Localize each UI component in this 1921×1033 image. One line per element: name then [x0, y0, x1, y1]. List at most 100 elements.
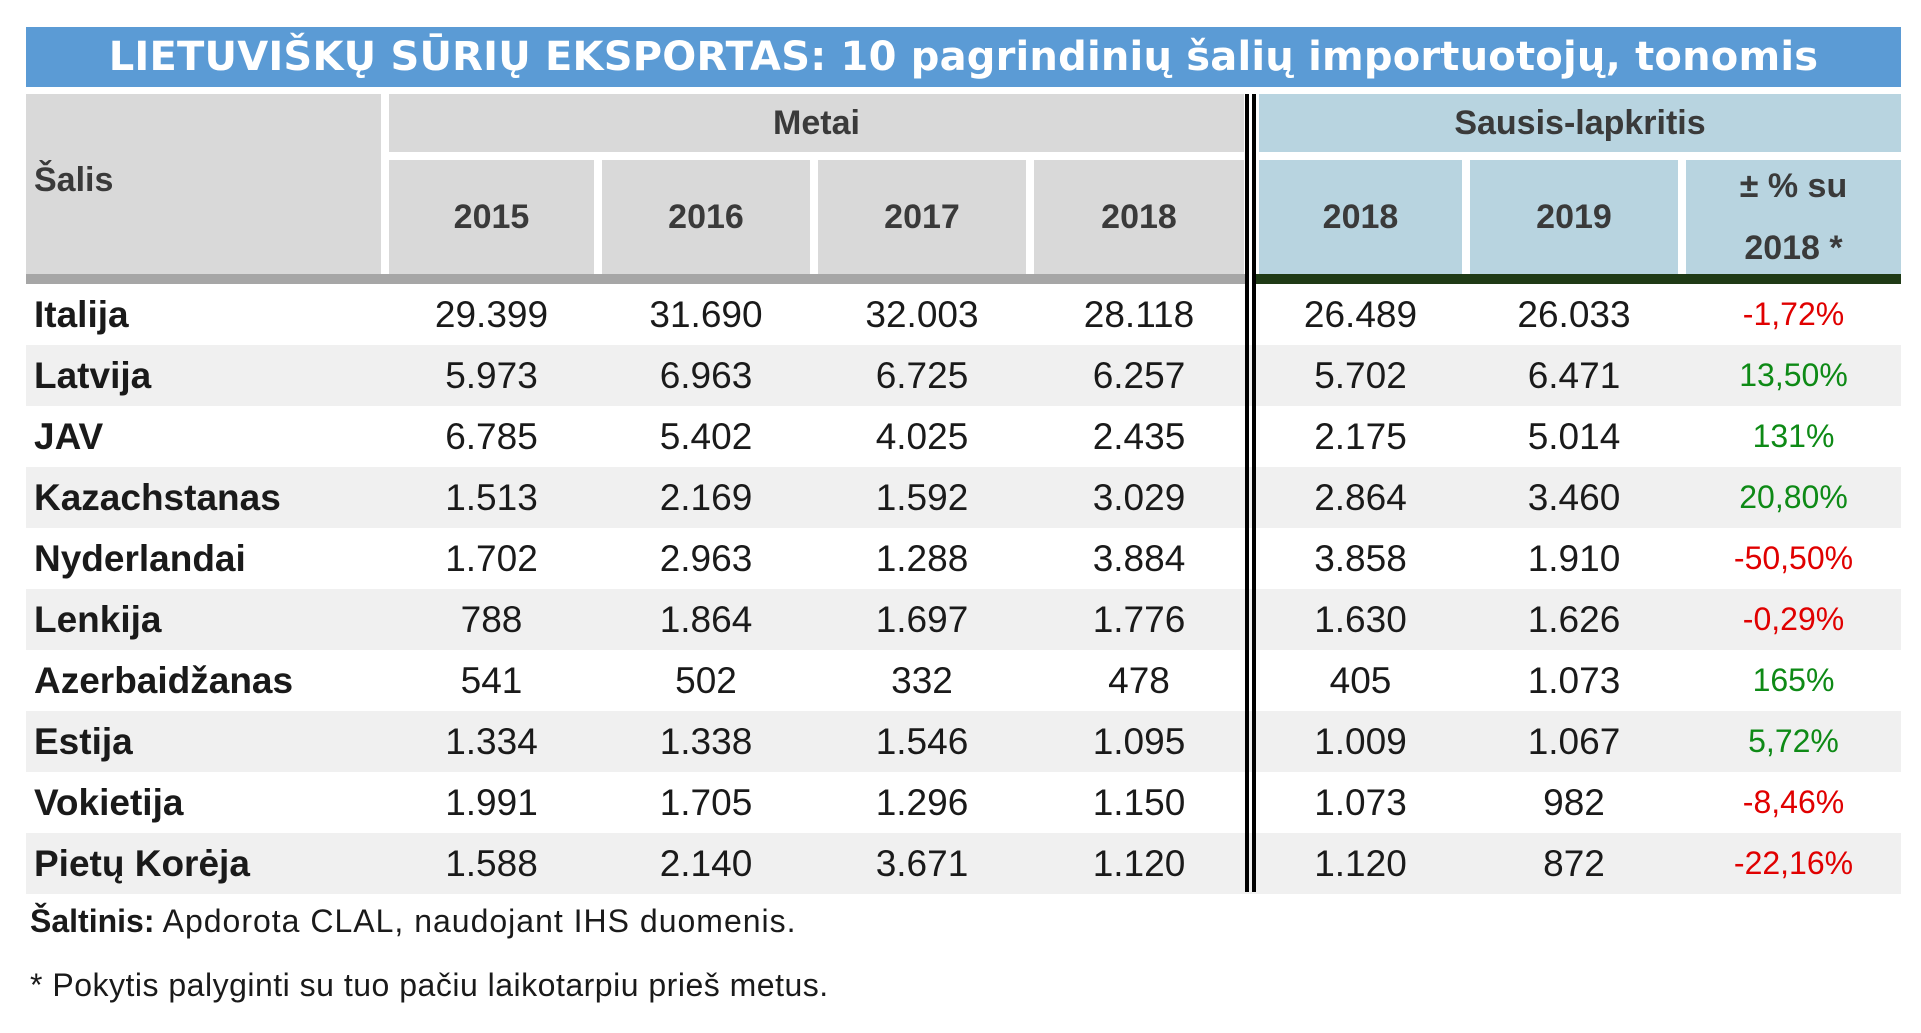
header-year-2017: 2017	[818, 160, 1026, 274]
cell-2016: 2.169	[602, 467, 810, 528]
cell-period-2019: 1.626	[1470, 589, 1678, 650]
cell-period-2019: 5.014	[1470, 406, 1678, 467]
cell-period-2019: 1.910	[1470, 528, 1678, 589]
table-row: Vokietija 1.991 1.705 1.296 1.150 1.073 982 -8,…	[26, 772, 1901, 833]
cell-2017: 332	[818, 650, 1026, 711]
cell-country: Azerbaidžanas	[34, 650, 293, 711]
divider-line-right	[1252, 94, 1256, 892]
cell-change: 5,72%	[1686, 711, 1901, 772]
header-change-line2: 2018 *	[1744, 217, 1842, 279]
cell-2018: 1.095	[1034, 711, 1244, 772]
cell-period-2018: 5.702	[1259, 345, 1462, 406]
cell-change: -50,50%	[1686, 528, 1901, 589]
table-row: Estija 1.334 1.338 1.546 1.095 1.009 1.067 5,72…	[26, 711, 1901, 772]
cell-country: Latvija	[34, 345, 151, 406]
header-country: Šalis	[26, 94, 381, 274]
table-row: Latvija 5.973 6.963 6.725 6.257 5.702 6.471 13,…	[26, 345, 1901, 406]
cell-2017: 1.592	[818, 467, 1026, 528]
cell-change: -22,16%	[1686, 833, 1901, 894]
cell-period-2019: 6.471	[1470, 345, 1678, 406]
footnote: * Pokytis palyginti su tuo pačiu laikota…	[30, 967, 829, 1004]
header-group-period: Sausis-lapkritis	[1259, 94, 1901, 152]
cell-2015: 6.785	[389, 406, 594, 467]
header-group-years: Metai	[389, 94, 1244, 152]
cell-2018: 6.257	[1034, 345, 1244, 406]
table-row: JAV 6.785 5.402 4.025 2.435 2.175 5.014 131%	[26, 406, 1901, 467]
cell-change: -1,72%	[1686, 284, 1901, 345]
cell-2015: 1.334	[389, 711, 594, 772]
cell-country: JAV	[34, 406, 103, 467]
cell-period-2018: 1.073	[1259, 772, 1462, 833]
header-year-2016: 2016	[602, 160, 810, 274]
cell-2016: 31.690	[602, 284, 810, 345]
cell-2015: 541	[389, 650, 594, 711]
header-period-2018: 2018	[1259, 160, 1462, 274]
cell-2018: 1.776	[1034, 589, 1244, 650]
cell-change: 165%	[1686, 650, 1901, 711]
table-row: Nyderlandai 1.702 2.963 1.288 3.884 3.858 1.91…	[26, 528, 1901, 589]
cell-period-2019: 3.460	[1470, 467, 1678, 528]
header-year-2018: 2018	[1034, 160, 1244, 274]
source-text: Apdorota CLAL, naudojant IHS duomenis.	[154, 903, 796, 939]
cell-2016: 1.705	[602, 772, 810, 833]
cell-period-2018: 3.858	[1259, 528, 1462, 589]
cell-2015: 1.588	[389, 833, 594, 894]
cell-2017: 1.546	[818, 711, 1026, 772]
cell-period-2018: 405	[1259, 650, 1462, 711]
cell-2017: 3.671	[818, 833, 1026, 894]
source-note: Šaltinis: Apdorota CLAL, naudojant IHS d…	[30, 903, 797, 940]
header-change: ± % su 2018 *	[1686, 160, 1901, 274]
cell-2017: 4.025	[818, 406, 1026, 467]
cell-country: Nyderlandai	[34, 528, 246, 589]
cell-2016: 502	[602, 650, 810, 711]
cell-2017: 32.003	[818, 284, 1026, 345]
cell-period-2019: 26.033	[1470, 284, 1678, 345]
table-title: LIETUVIŠKŲ SŪRIŲ EKSPORTAS: 10 pagrindin…	[26, 27, 1901, 87]
cell-period-2018: 1.120	[1259, 833, 1462, 894]
table-row: Kazachstanas 1.513 2.169 1.592 3.029 2.864 3.4…	[26, 467, 1901, 528]
cell-change: 20,80%	[1686, 467, 1901, 528]
table-row: Lenkija 788 1.864 1.697 1.776 1.630 1.626 -0,29…	[26, 589, 1901, 650]
cell-period-2019: 1.073	[1470, 650, 1678, 711]
cell-2017: 1.697	[818, 589, 1026, 650]
cell-2017: 1.288	[818, 528, 1026, 589]
cell-change: -8,46%	[1686, 772, 1901, 833]
cell-2016: 6.963	[602, 345, 810, 406]
cell-2015: 5.973	[389, 345, 594, 406]
cell-country: Estija	[34, 711, 133, 772]
cell-period-2019: 872	[1470, 833, 1678, 894]
cell-2015: 1.991	[389, 772, 594, 833]
cell-change: 13,50%	[1686, 345, 1901, 406]
table-row: Azerbaidžanas 541 502 332 478 405 1.073 165%	[26, 650, 1901, 711]
cell-country: Pietų Korėja	[34, 833, 250, 894]
cell-2015: 1.702	[389, 528, 594, 589]
cell-2018: 2.435	[1034, 406, 1244, 467]
cell-2018: 3.884	[1034, 528, 1244, 589]
cell-period-2019: 982	[1470, 772, 1678, 833]
cell-period-2018: 1.009	[1259, 711, 1462, 772]
cell-2015: 29.399	[389, 284, 594, 345]
cell-2016: 2.140	[602, 833, 810, 894]
cell-country: Italija	[34, 284, 129, 345]
cell-2016: 5.402	[602, 406, 810, 467]
cell-country: Lenkija	[34, 589, 162, 650]
header-underline-years	[26, 274, 1248, 284]
cell-2018: 3.029	[1034, 467, 1244, 528]
cell-2015: 788	[389, 589, 594, 650]
header-period-2019: 2019	[1470, 160, 1678, 274]
cell-2018: 478	[1034, 650, 1244, 711]
cell-2018: 1.120	[1034, 833, 1244, 894]
source-label: Šaltinis:	[30, 903, 154, 939]
cell-period-2018: 1.630	[1259, 589, 1462, 650]
cell-2018: 28.118	[1034, 284, 1244, 345]
cell-country: Kazachstanas	[34, 467, 281, 528]
cell-2016: 1.864	[602, 589, 810, 650]
cell-period-2019: 1.067	[1470, 711, 1678, 772]
cell-period-2018: 2.175	[1259, 406, 1462, 467]
cell-period-2018: 2.864	[1259, 467, 1462, 528]
cell-country: Vokietija	[34, 772, 183, 833]
cell-2017: 1.296	[818, 772, 1026, 833]
cell-2017: 6.725	[818, 345, 1026, 406]
table-row: Italija 29.399 31.690 32.003 28.118 26.489 26.…	[26, 284, 1901, 345]
cell-change: 131%	[1686, 406, 1901, 467]
